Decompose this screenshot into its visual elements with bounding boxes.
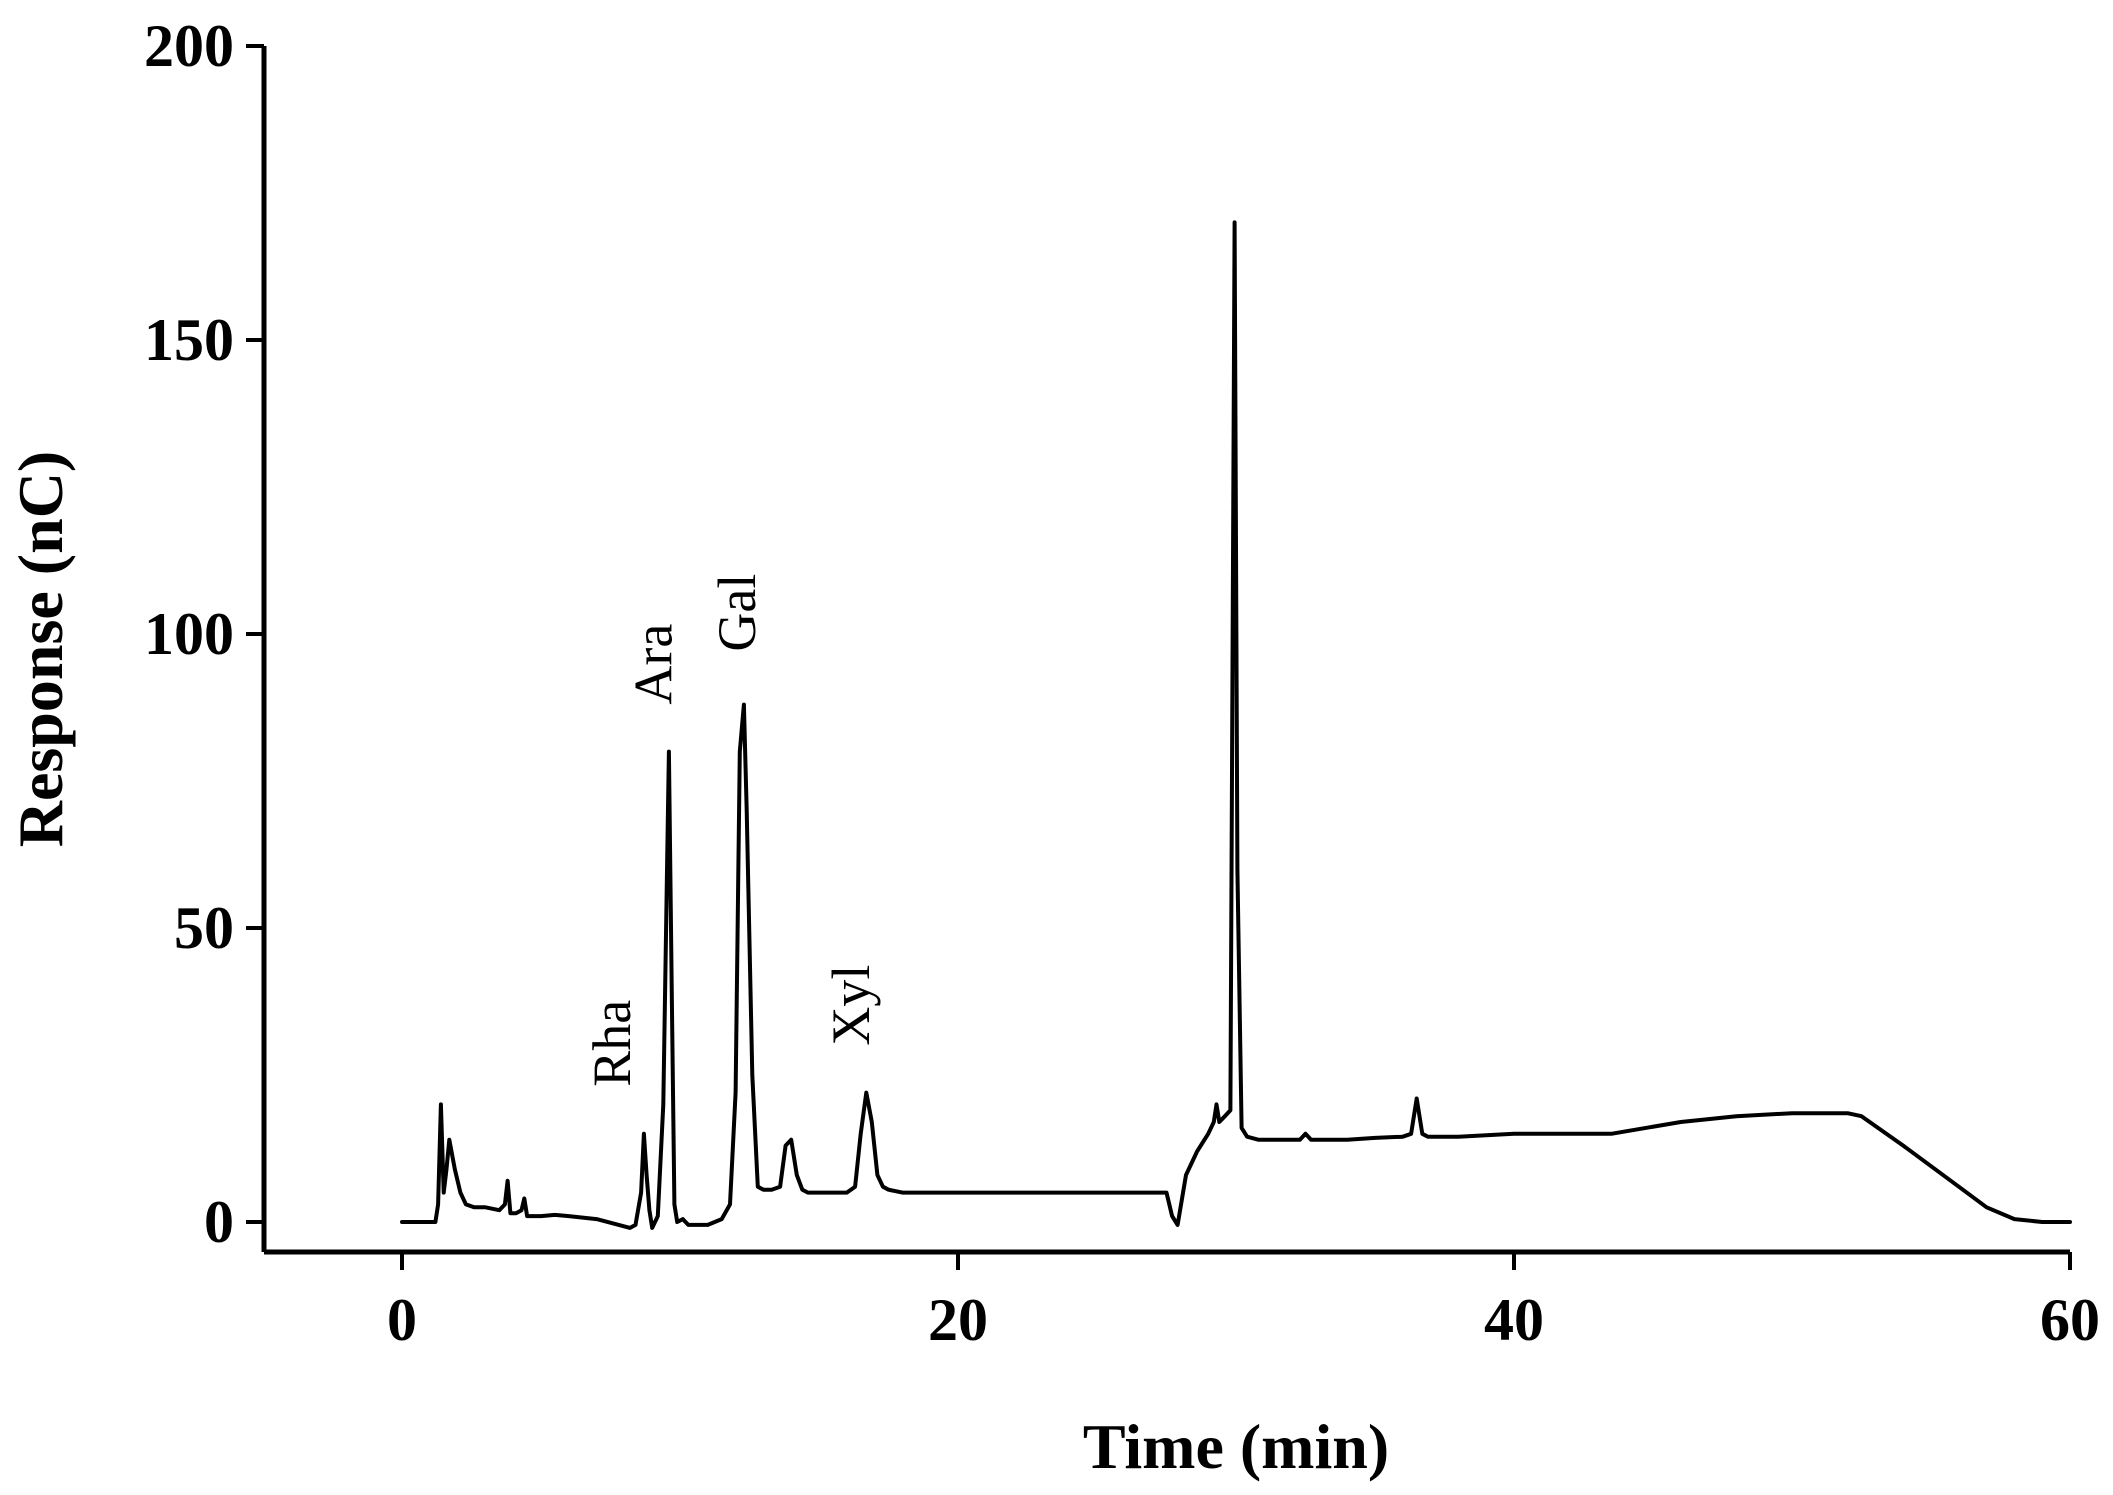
x-tick-label-0: 0 — [387, 1287, 417, 1353]
y-tick-label-0: 0 — [204, 1189, 234, 1255]
plot-area — [400, 220, 2072, 1230]
y-tick-label-200: 200 — [144, 13, 234, 79]
x-ticks: 0 20 40 60 — [387, 1252, 2100, 1353]
y-tick-label-150: 150 — [144, 307, 234, 373]
x-axis-title: Time (min) — [1083, 1411, 1389, 1482]
y-axis-title: Response (nC) — [5, 451, 76, 847]
x-tick-label-60: 60 — [2040, 1287, 2100, 1353]
y-tick-label-50: 50 — [174, 895, 234, 961]
x-tick-label-20: 20 — [928, 1287, 988, 1353]
series-line-0 — [400, 220, 2072, 1230]
peak-annotations: Rha Ara Gal Xyl — [582, 574, 881, 1087]
peak-label-gal: Gal — [707, 574, 767, 652]
axes — [261, 46, 2070, 1255]
peak-label-rha: Rha — [582, 1000, 642, 1087]
y-ticks: 0 50 100 150 200 — [144, 13, 264, 1255]
peak-label-ara: Ara — [624, 624, 684, 705]
y-tick-label-100: 100 — [144, 601, 234, 667]
x-tick-label-40: 40 — [1484, 1287, 1544, 1353]
peak-label-xyl: Xyl — [821, 965, 881, 1046]
